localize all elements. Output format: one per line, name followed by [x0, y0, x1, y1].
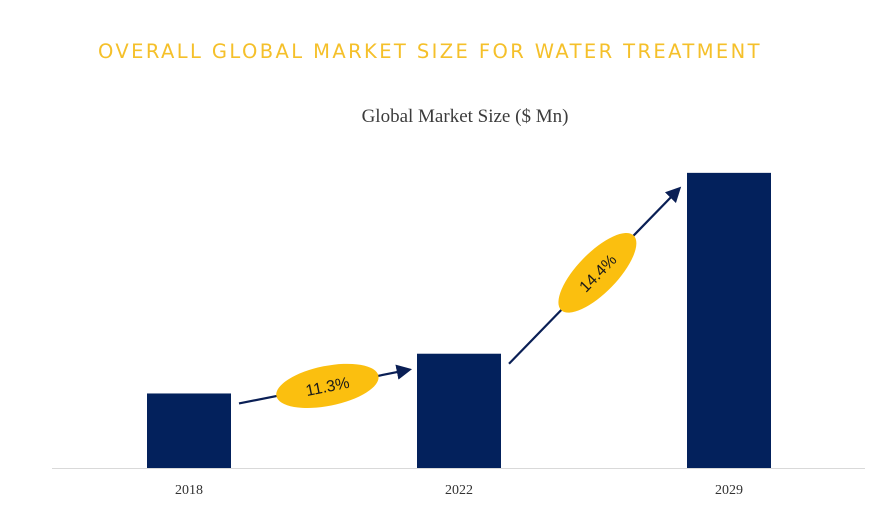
page-title: OVERALL GLOBAL MARKET SIZE FOR WATER TRE…: [98, 40, 762, 63]
cagr-badge: 14.4%: [558, 232, 637, 313]
bar-2018: [147, 393, 231, 468]
cagr-ellipse: [558, 232, 637, 313]
x-tick-label: 2018: [175, 483, 203, 498]
cagr-badge: 11.3%: [276, 363, 379, 408]
x-tick-label: 2022: [445, 483, 473, 498]
chart-title: Global Market Size ($ Mn): [361, 106, 569, 127]
cagr-ellipse: [276, 363, 379, 408]
x-tick-label: 2029: [715, 483, 743, 498]
bar-2022: [417, 353, 501, 468]
bar-2029: [687, 172, 771, 468]
